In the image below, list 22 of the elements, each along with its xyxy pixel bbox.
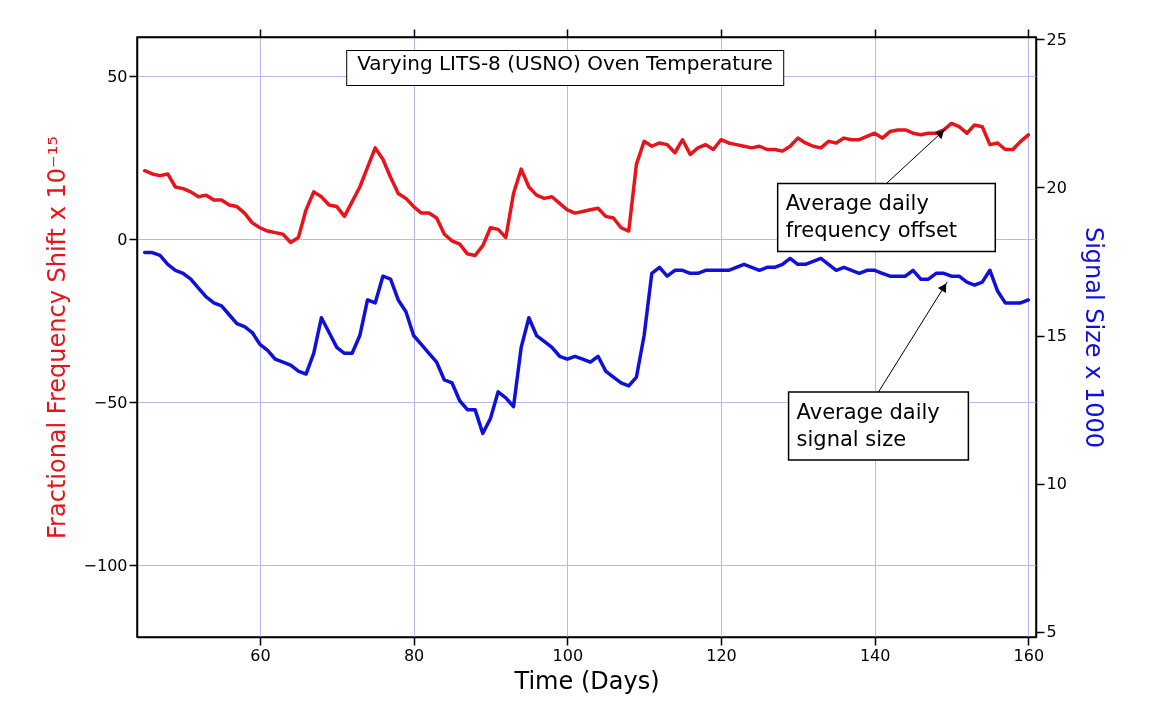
y2-tick-label: 15 (1046, 326, 1067, 346)
x-tick-label: 120 (706, 645, 737, 665)
y2-tick-label: 20 (1046, 177, 1067, 197)
x-tick-label: 60 (250, 645, 271, 665)
y-tick-label: 0 (117, 229, 128, 249)
line-series (142, 121, 1031, 258)
y2-tick-label: 10 (1046, 474, 1067, 494)
annotation: Average daily frequency offset (785, 190, 958, 242)
annotation: Average daily signal size (796, 399, 940, 451)
y2-axis-title: Signal Size x 1000 (1079, 226, 1108, 449)
x-tick-label: 160 (1013, 645, 1045, 665)
x-tick-label: 100 (552, 645, 584, 665)
y2-tick-label: 25 (1046, 29, 1067, 49)
text: Varying LITS-8 (USNO) Oven Temperature (346, 50, 784, 86)
x-tick-label: 140 (859, 645, 891, 665)
x-axis-title: Time (Days) (513, 666, 660, 695)
x-tick-label: 80 (403, 645, 425, 665)
y-tick-label: −100 (83, 555, 128, 575)
y-tick-label: 50 (107, 66, 128, 86)
y-tick-label: −50 (93, 392, 128, 412)
y-axis-title: Fractional Frequency Shift x 10⁻¹⁵ (42, 136, 71, 539)
y2-tick-label: 5 (1046, 622, 1057, 642)
